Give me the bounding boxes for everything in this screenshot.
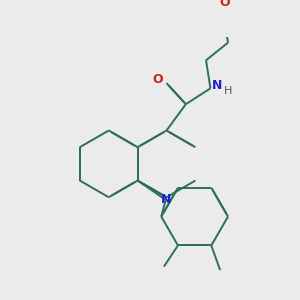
Text: O: O: [152, 73, 163, 86]
Text: N: N: [161, 194, 172, 206]
Text: O: O: [219, 0, 230, 9]
Text: N: N: [212, 79, 223, 92]
Text: H: H: [224, 86, 232, 96]
